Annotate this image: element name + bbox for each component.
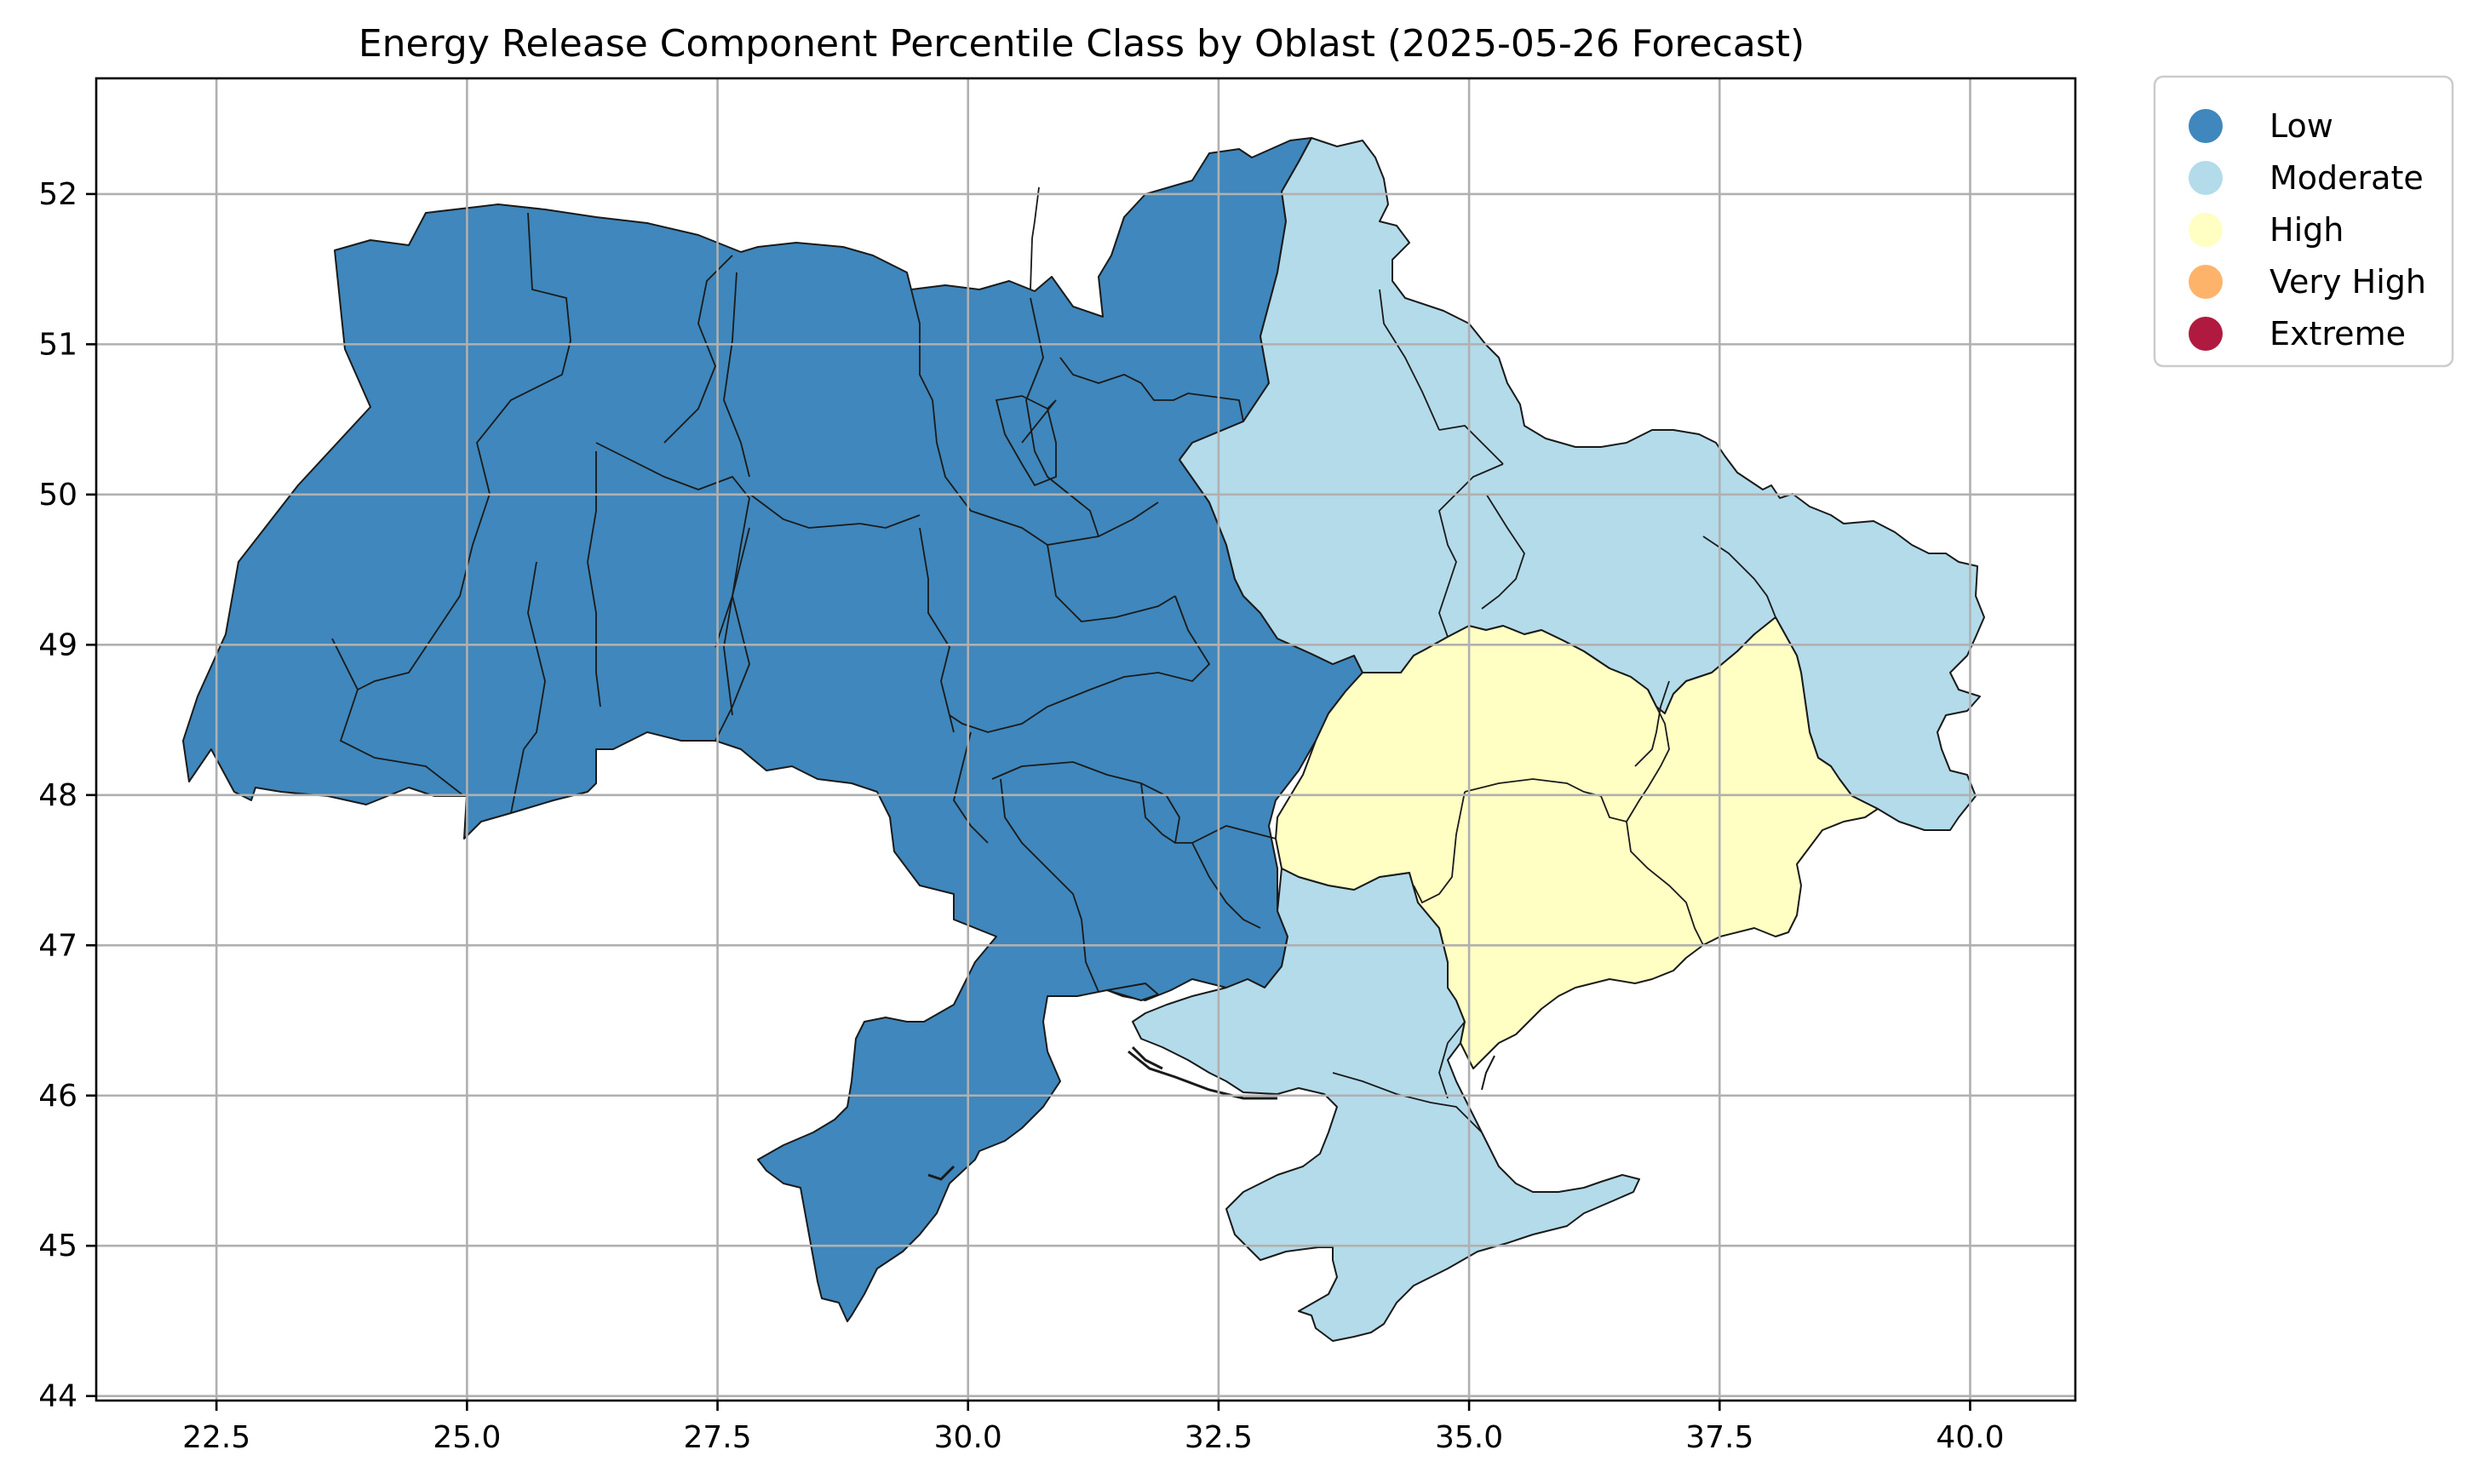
coastline (1131, 1046, 1163, 1070)
border-line (723, 272, 750, 478)
legend-marker (2189, 317, 2223, 351)
border-line (1438, 1021, 1466, 1099)
y-tick-label: 48 (38, 778, 77, 813)
oblast-layer (182, 137, 1985, 1342)
border-line (1413, 791, 1466, 904)
border-line (1438, 425, 1504, 465)
border-line (949, 595, 1211, 733)
legend-label: Very High (2270, 263, 2426, 301)
legend: Low Moderate High Very High Extreme (2153, 75, 2454, 368)
region-low-odesa-coast (1106, 983, 1159, 1001)
border-line (357, 544, 473, 690)
legend-label: High (2270, 211, 2344, 249)
border-line (723, 527, 750, 716)
border-line (995, 395, 1057, 487)
y-tick-label: 44 (38, 1379, 77, 1414)
legend-label: Moderate (2270, 159, 2424, 197)
x-tick-label: 40.0 (1936, 1420, 2004, 1455)
border-line (953, 731, 989, 844)
coastline (1481, 1055, 1495, 1091)
border-line (1059, 357, 1244, 422)
y-tick-label: 51 (38, 327, 77, 362)
border-line (1047, 544, 1176, 622)
x-tick-label: 32.5 (1185, 1420, 1253, 1455)
y-tick-label: 50 (38, 478, 77, 513)
border-line (1481, 493, 1525, 610)
legend-marker (2189, 109, 2223, 143)
legend-marker (2189, 265, 2223, 299)
border-line (595, 442, 750, 648)
y-tick-label: 49 (38, 627, 77, 662)
border-line (1634, 680, 1670, 767)
border-line (1191, 842, 1261, 929)
chart-title: Energy Release Component Percentile Clas… (359, 22, 1805, 66)
border-line (1140, 782, 1277, 844)
border-line (1030, 186, 1040, 290)
x-tick-label: 30.0 (934, 1420, 1002, 1455)
border-line (472, 212, 571, 546)
border-line (1025, 297, 1099, 537)
x-tick-label: 22.5 (182, 1420, 250, 1455)
border-line (1000, 778, 1099, 993)
legend-box (2153, 75, 2454, 368)
coastline (927, 1165, 955, 1181)
grid (96, 78, 2075, 1401)
border-line (1438, 463, 1504, 638)
border-line (714, 595, 750, 742)
x-axis: 22.5 25.0 27.5 30.0 32.5 35.0 37.5 40.0 (182, 1401, 2005, 1455)
y-tick-label: 45 (38, 1229, 77, 1263)
border-line (331, 638, 465, 797)
border-line (1379, 289, 1440, 431)
x-tick-label: 25.0 (433, 1420, 501, 1455)
y-axis: 44 45 46 47 48 49 50 51 52 (38, 177, 96, 1414)
legend-label: Extreme (2270, 315, 2406, 352)
y-tick-label: 47 (38, 928, 77, 963)
region-moderate-south-crimea (1132, 868, 1640, 1342)
y-tick-label: 46 (38, 1079, 77, 1114)
border-line (1332, 1072, 1483, 1133)
x-tick-label: 35.0 (1435, 1420, 1503, 1455)
legend-marker (2189, 161, 2223, 195)
border-line (749, 493, 921, 529)
border-line (510, 561, 546, 814)
region-high-east (1275, 616, 1879, 1069)
border-line (1464, 778, 1627, 822)
coastline (1128, 1050, 1277, 1100)
x-tick-label: 27.5 (683, 1420, 751, 1455)
border-line (587, 451, 601, 708)
legend-label: Low (2270, 107, 2333, 145)
region-low-west-central (182, 137, 1363, 1322)
legend-marker (2189, 213, 2223, 247)
border-line (1021, 399, 1057, 444)
y-tick-label: 52 (38, 177, 77, 212)
x-tick-label: 37.5 (1685, 1420, 1753, 1455)
border-line (919, 527, 955, 733)
border-line (991, 761, 1180, 844)
axes-frame (95, 77, 2077, 1402)
